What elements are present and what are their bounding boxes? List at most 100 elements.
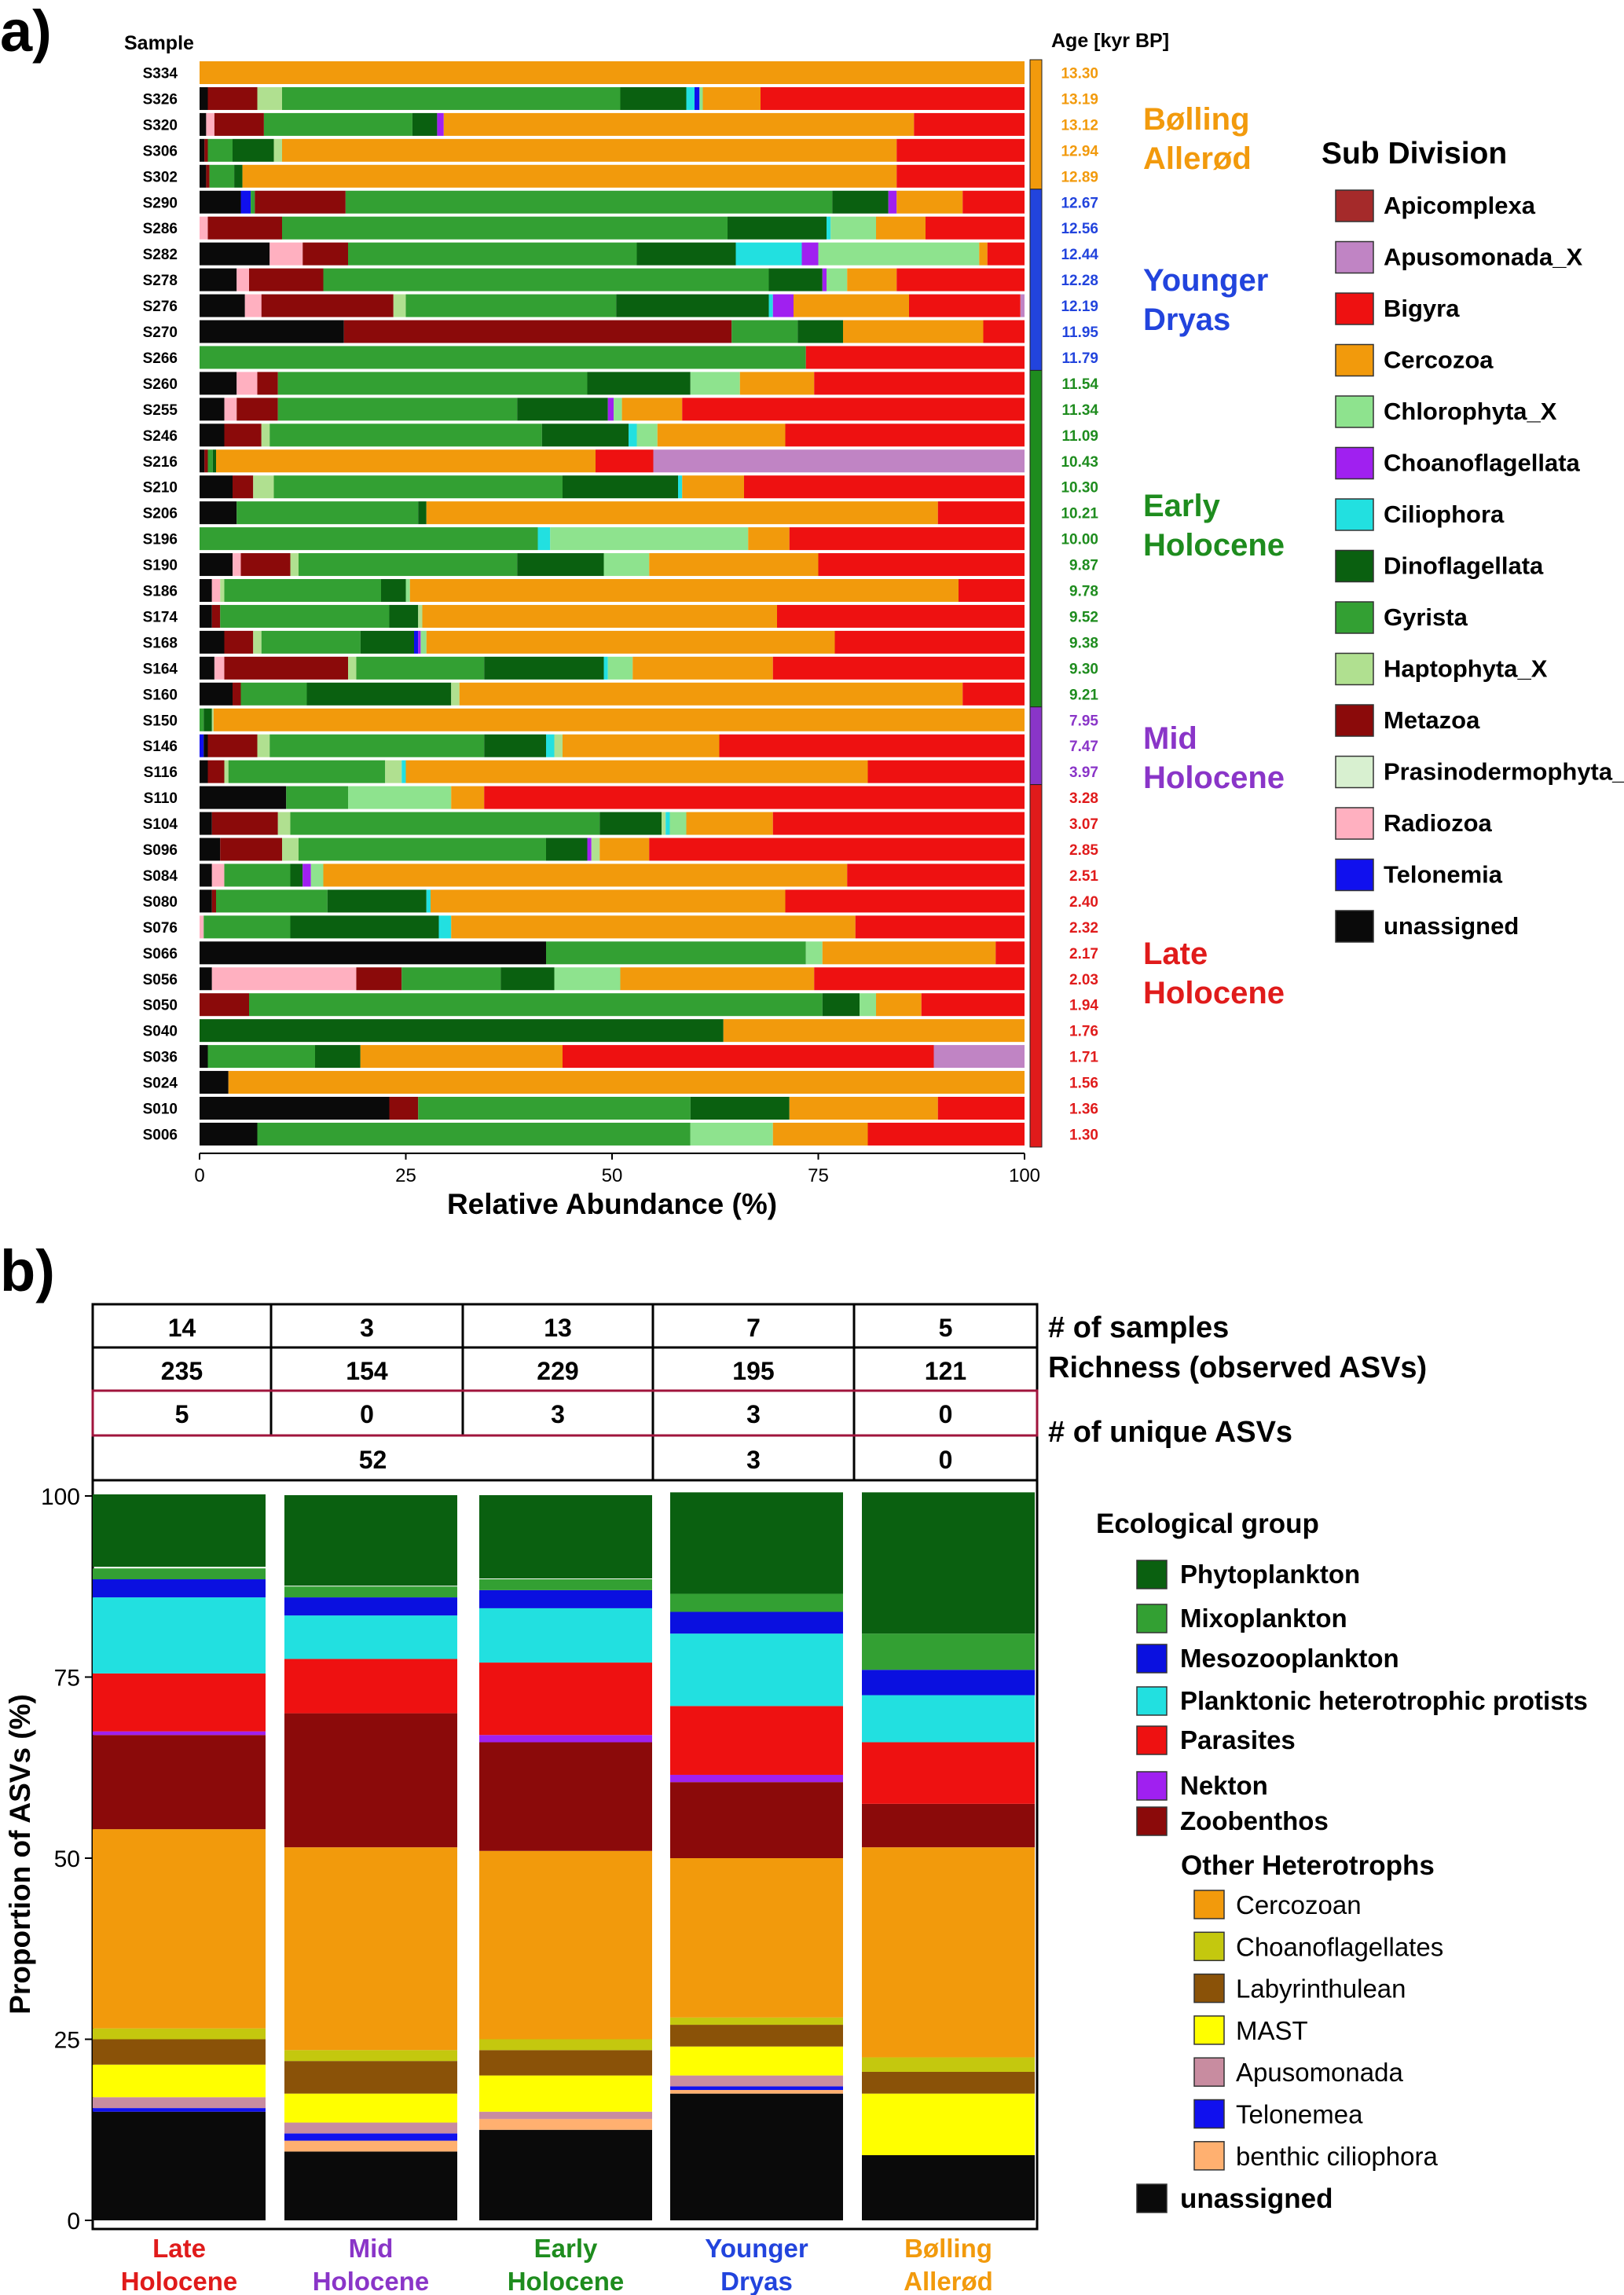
bar-segment-s326-bigyra (761, 86, 1025, 110)
bar-segment-s010-dinoflagellata (690, 1097, 790, 1120)
bar-segment-s096-haptophyta-x (282, 838, 299, 861)
x-axis-title: Relative Abundance (%) (447, 1188, 777, 1220)
stacked-bar-mid-holocene-phytoplankton (284, 1495, 457, 1586)
legend-swatch-mast (1193, 2015, 1225, 2045)
y-tick-label-75: 75 (54, 1666, 80, 1692)
bar-segment-s036-cercozoa (360, 1045, 563, 1069)
x-tick-label-75: 75 (808, 1165, 829, 1186)
stacked-bar-late-holocene-choanoflagellates (93, 2028, 266, 2040)
bar-segment-s326-haptophyta-x (257, 86, 282, 110)
bar-segment-s196-chlorophyta-x (550, 527, 749, 551)
bar-segment-s246-metazoa (224, 423, 262, 447)
bar-segment-s164-ciliophora (603, 656, 608, 680)
period-label-b-lling-aller-d: Bølling (1143, 102, 1250, 137)
stacked-bar-late-holocene-mixoplankton (93, 1568, 266, 1580)
sample-label-s266: S266 (143, 350, 178, 367)
legend-swatch-dinoflagellata (1335, 549, 1374, 583)
stacked-bar-early-holocene-labyrinthulean (479, 2050, 652, 2076)
table-cell-richness: 121 (925, 1357, 966, 1385)
bar-segment-s255-unassigned (200, 398, 225, 421)
bar-segment-s066-unassigned (200, 941, 546, 965)
bar-segment-s270-bigyra (983, 320, 1025, 343)
age-label-s216: 10.43 (1061, 454, 1098, 471)
bar-segment-s302-gyrista (209, 164, 235, 188)
legend-label-parasites: Parasites (1180, 1725, 1296, 1754)
category-label-late-holocene: Holocene (121, 2267, 238, 2295)
age-label-s334: 13.30 (1061, 66, 1098, 82)
table-cell-unique: 5 (175, 1400, 189, 1428)
bar-segment-s168-telonemia (414, 630, 419, 654)
stacked-bar-younger-dryas-mesozooplankton (670, 1611, 843, 1634)
bar-segment-s190-dinoflagellata (517, 553, 604, 577)
bar-segment-s255-choanoflagellata (607, 398, 614, 421)
table-cell-samples: 7 (746, 1314, 761, 1342)
age-label-s080: 2.40 (1069, 894, 1098, 911)
bar-segment-s320-unassigned (200, 112, 207, 136)
bar-segment-s260-gyrista (277, 372, 588, 395)
bar-segment-s246-dinoflagellata (541, 423, 629, 447)
legend-label-mixoplankton: Mixoplankton (1180, 1604, 1347, 1633)
stacked-bar-late-holocene-nekton (93, 1731, 266, 1736)
bar-segment-s084-radiozoa (211, 863, 225, 887)
sample-label-s040: S040 (143, 1024, 178, 1040)
bar-segment-s164-bigyra (772, 656, 1025, 680)
bar-segment-s278-gyrista (323, 268, 769, 291)
legend-label-prasinodermophyta-x: Prasinodermophyta_X (1384, 758, 1624, 786)
age-label-s206: 10.21 (1061, 506, 1098, 522)
bar-segment-s104-unassigned (200, 812, 212, 835)
bar-segment-s286-dinoflagellata (728, 216, 827, 240)
legend-swatch-choanoflagellates (1193, 1931, 1225, 1962)
stacked-bar-younger-dryas-telonemea (670, 2086, 843, 2091)
bar-segment-s278-unassigned (200, 268, 237, 291)
bar-segment-s196-cercozoa (748, 527, 790, 551)
bar-segment-s010-unassigned (200, 1097, 390, 1120)
bar-segment-s116-bigyra (867, 760, 1025, 783)
legend-swatch-labyrinthulean (1193, 1973, 1225, 2004)
bar-segment-s104-chlorophyta-x (669, 812, 687, 835)
bar-segment-s270-cercozoa (843, 320, 984, 343)
bar-segment-s040-cercozoa (723, 1019, 1025, 1043)
legend-label-telonemia: Telonemia (1384, 861, 1503, 889)
bar-segment-s326-dinoflagellata (620, 86, 687, 110)
bar-segment-s306-bigyra (896, 138, 1025, 162)
bar-segment-s110-chlorophyta-x (348, 786, 452, 809)
stacked-bar-mid-holocene-apusomonada (284, 2122, 457, 2134)
stacked-bar-younger-dryas-mixoplankton (670, 1593, 843, 1612)
bar-segment-s255-dinoflagellata (517, 398, 608, 421)
bar-segment-s306-haptophyta-x (273, 138, 282, 162)
bar-segment-s076-radiozoa (200, 915, 204, 939)
age-label-s278: 12.28 (1061, 273, 1098, 289)
bar-segment-s190-cercozoa (649, 553, 819, 577)
bar-segment-s104-cercozoa (686, 812, 773, 835)
bar-segment-s290-gyrista (251, 190, 255, 214)
sample-label-s334: S334 (143, 66, 178, 82)
bar-segment-s306-dinoflagellata (233, 138, 274, 162)
bar-segment-s190-metazoa (240, 553, 291, 577)
bar-segment-s290-dinoflagellata (832, 190, 889, 214)
legend-swatch-telonemia (1335, 858, 1374, 892)
bar-segment-s174-gyrista (220, 604, 225, 628)
bar-segment-s164-radiozoa (214, 656, 225, 680)
table-cell-unique: 3 (551, 1400, 565, 1428)
legend-label-apusomonada: Apusomonada (1236, 2058, 1403, 2087)
bar-segment-s186-gyrista (224, 579, 381, 602)
bar-segment-s168-chlorophyta-x (420, 630, 427, 654)
bar-segment-s216-unassigned (200, 449, 205, 473)
sample-label-s196: S196 (143, 532, 178, 548)
bar-segment-s210-ciliophora (678, 475, 683, 499)
age-label-s174: 9.52 (1069, 609, 1098, 625)
bar-segment-s255-gyrista (277, 398, 518, 421)
bar-segment-s160-bigyra (962, 682, 1025, 706)
legend-swatch-cercozoa (1335, 343, 1374, 377)
bar-segment-s302-dinoflagellata (234, 164, 243, 188)
bar-segment-s146-gyrista (269, 734, 485, 757)
bar-segment-s084-chlorophyta-x (310, 863, 324, 887)
period-label-late-holocene: Holocene (1143, 976, 1285, 1010)
bar-segment-s306-gyrista (207, 138, 233, 162)
age-label-s255: 11.34 (1062, 402, 1099, 419)
bar-segment-s210-haptophyta-x (253, 475, 274, 499)
period-strip-younger-dryas (1029, 189, 1043, 371)
age-label-s302: 12.89 (1061, 169, 1098, 185)
bar-segment-s174-haptophyta-x (418, 604, 423, 628)
bar-segment-s104-metazoa (211, 812, 278, 835)
